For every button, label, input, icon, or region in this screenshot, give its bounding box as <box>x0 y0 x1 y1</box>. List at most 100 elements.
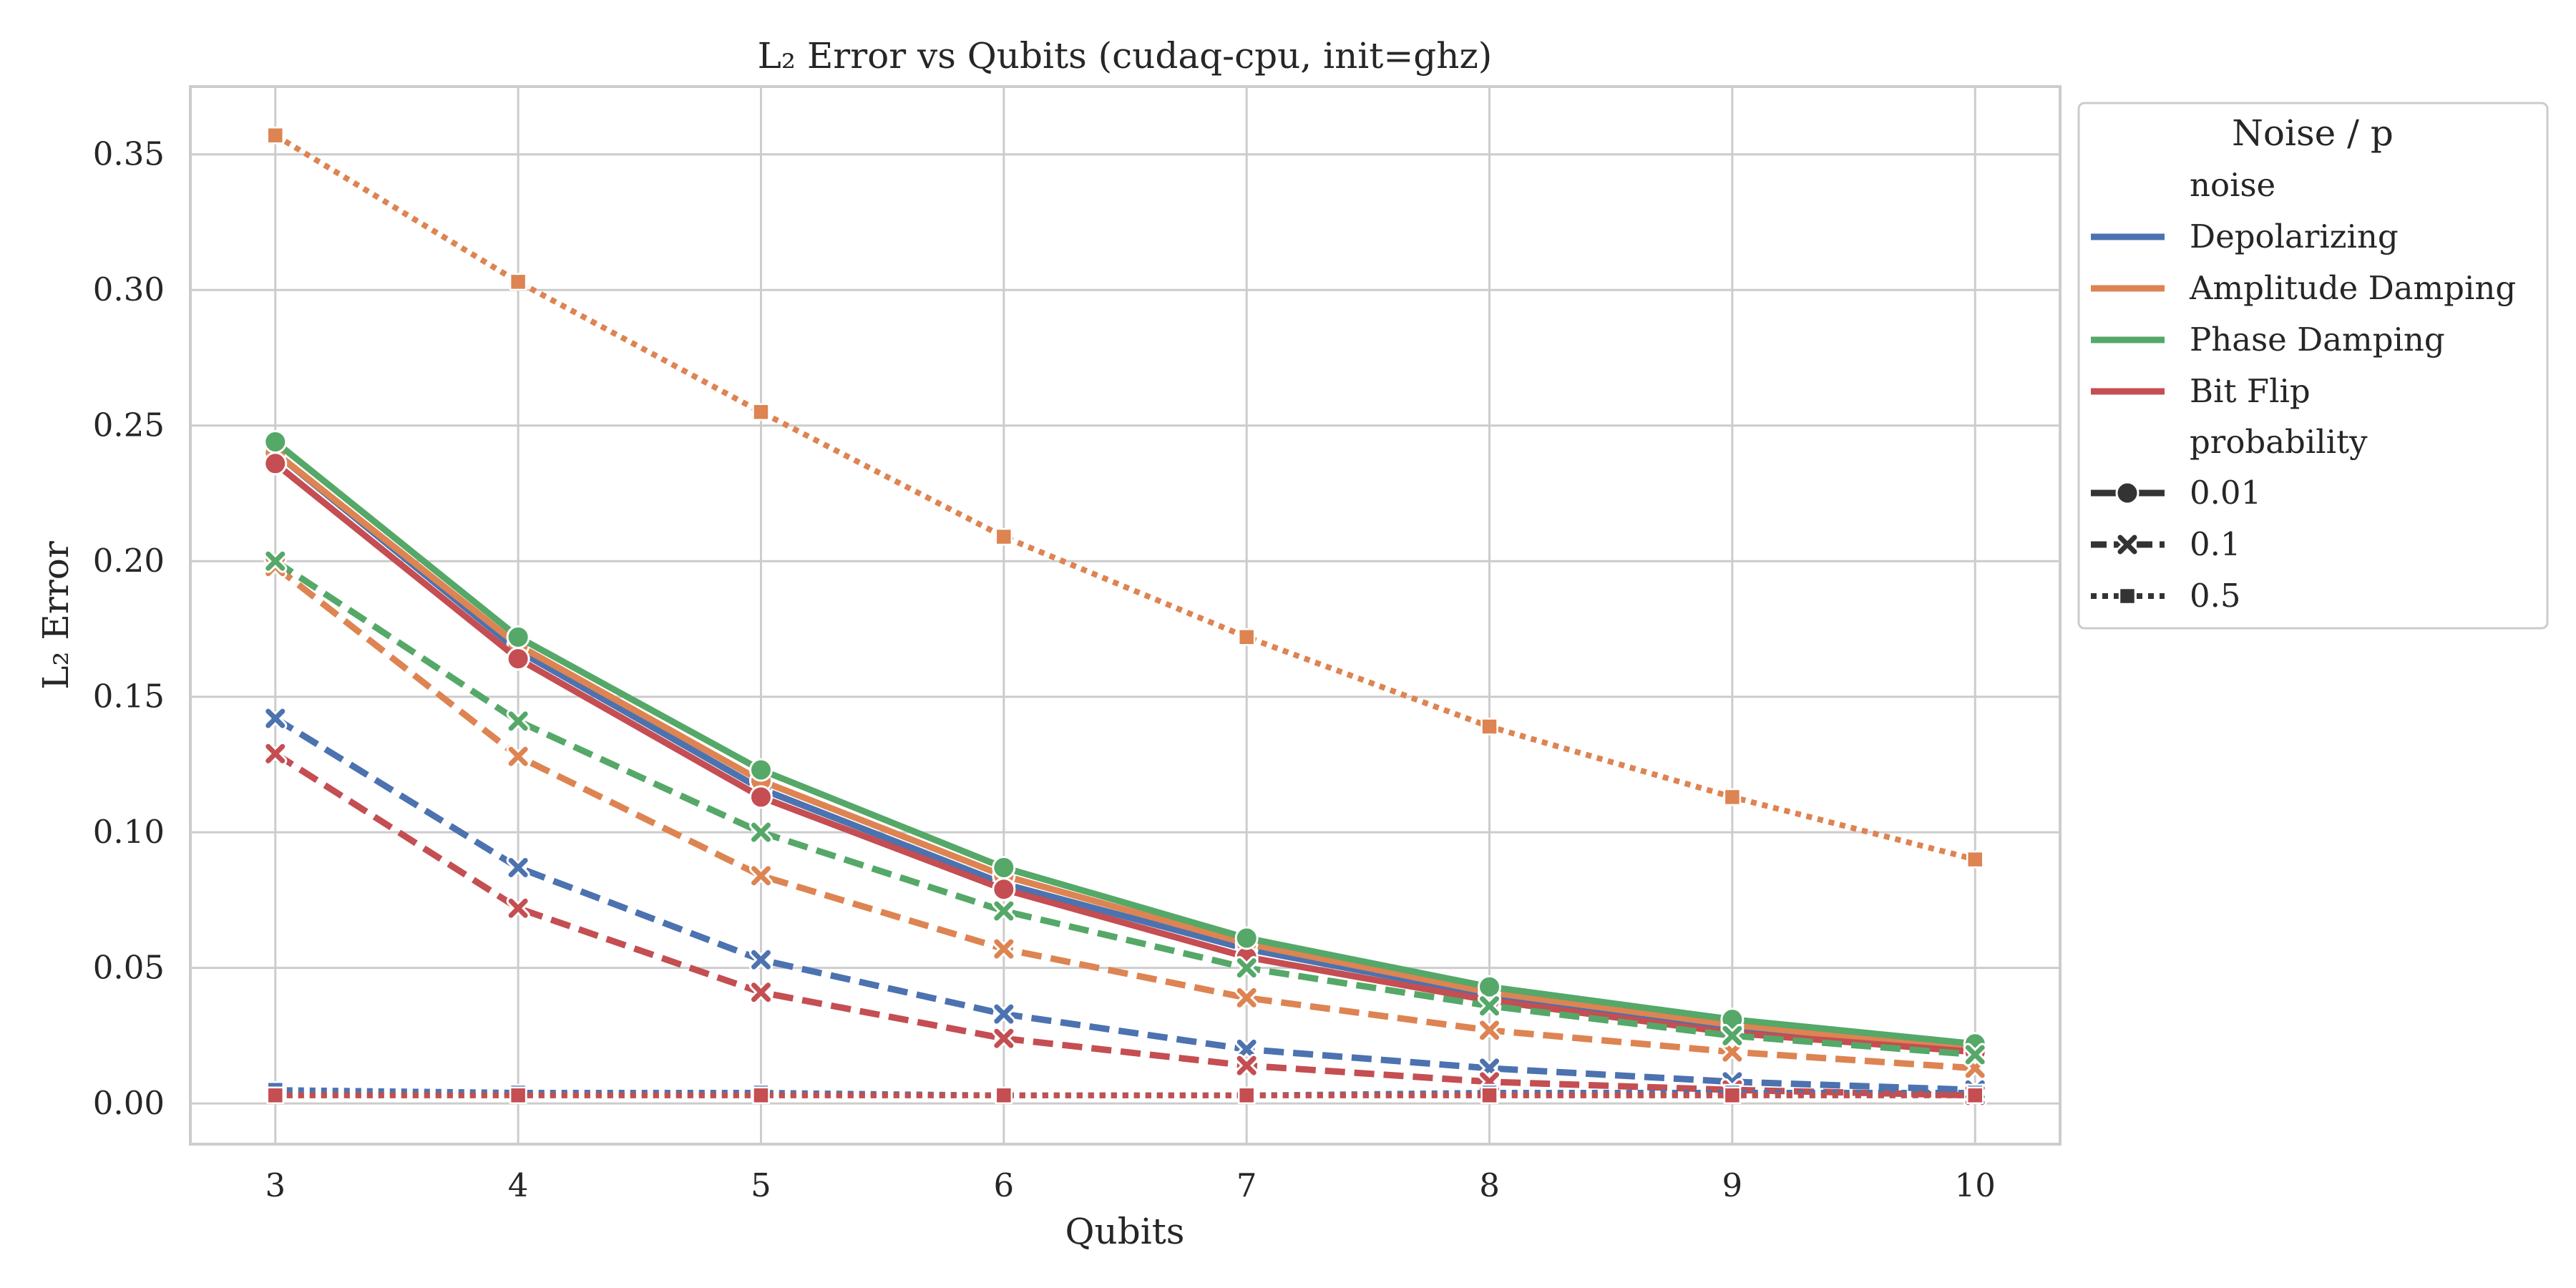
data-point <box>992 1002 1016 1026</box>
data-point <box>1234 985 1259 1010</box>
data-point <box>1720 1040 1745 1064</box>
series-line <box>273 558 1976 1058</box>
data-point <box>1963 1043 1987 1067</box>
data-point <box>992 899 1016 923</box>
x-tick-label: 5 <box>751 1166 771 1204</box>
data-point <box>1480 1086 1498 1105</box>
series-line <box>273 564 1976 1072</box>
data-point <box>506 855 530 879</box>
data-point <box>1723 1086 1742 1105</box>
data-point <box>748 947 773 972</box>
y-tick-label: 0.30 <box>93 270 165 308</box>
data-point <box>992 877 1016 902</box>
data-point <box>992 855 1016 879</box>
x-tick-label: 7 <box>1236 1166 1257 1204</box>
data-point <box>748 864 773 888</box>
series-amplitude-damping-0-5 <box>266 126 1984 869</box>
y-tick-label: 0.10 <box>93 813 165 851</box>
data-point <box>263 549 288 573</box>
data-point <box>509 1086 527 1105</box>
data-point <box>1478 1018 1502 1043</box>
data-point <box>995 1086 1013 1105</box>
data-point <box>506 744 530 769</box>
legend-label: Amplitude Damping <box>2189 269 2516 307</box>
legend: Noise / p noise Depolarizing Amplitude Da… <box>2077 102 2549 630</box>
data-point <box>266 1086 285 1105</box>
data-point <box>1720 1023 1745 1048</box>
series-line <box>273 751 1976 1099</box>
x-tick-label: 4 <box>508 1166 529 1204</box>
series-line <box>273 716 1976 1093</box>
series-line <box>273 132 1976 862</box>
legend-label: 0.5 <box>2190 577 2241 615</box>
x-axis-label: Qubits <box>1065 1211 1185 1252</box>
data-point <box>509 273 527 291</box>
data-point <box>748 785 773 809</box>
legend-label: Depolarizing <box>2190 218 2399 255</box>
legend-label: 0.1 <box>2190 525 2241 563</box>
data-point <box>1237 1086 1256 1105</box>
data-point <box>266 126 285 145</box>
legend-label: Phase Damping <box>2190 321 2445 358</box>
x-tick-label: 8 <box>1479 1166 1500 1204</box>
data-point <box>992 1026 1016 1050</box>
legend-frame <box>2077 102 2549 630</box>
data-point <box>506 896 530 920</box>
legend-marker <box>2115 532 2140 557</box>
y-tick-label: 0.35 <box>93 135 165 173</box>
data-point <box>1478 994 1502 1018</box>
x-tick-label: 10 <box>1955 1166 1996 1204</box>
data-point <box>1480 718 1498 736</box>
legend-label: Bit Flip <box>2190 372 2311 410</box>
y-axis-ticks: 0.00 0.05 0.10 0.15 0.20 0.25 0.30 0.35 <box>93 135 165 1122</box>
data-point <box>1237 628 1256 646</box>
data-point <box>995 527 1013 546</box>
data-point <box>1234 956 1259 980</box>
data-point <box>992 937 1016 961</box>
series-bit-flip-0-5 <box>266 1086 1984 1105</box>
y-tick-label: 0.15 <box>93 678 165 716</box>
series-amplitude-damping-0-1 <box>263 555 1987 1080</box>
x-axis-ticks: 3 4 5 6 7 8 9 10 <box>265 1166 1995 1204</box>
data-point <box>263 706 288 731</box>
data-point <box>1478 975 1502 999</box>
data-point <box>263 741 288 766</box>
data-point <box>752 1086 770 1105</box>
series-layer <box>263 126 1987 1108</box>
series-line <box>273 450 1976 1053</box>
legend-noise-entries: Depolarizing Amplitude Damping Phase Dampi… <box>2091 218 2516 410</box>
data-point <box>1723 788 1742 806</box>
data-point <box>1234 926 1259 950</box>
data-point <box>506 709 530 733</box>
data-point <box>506 625 530 649</box>
data-point <box>748 758 773 782</box>
legend-probability-entries: 0.01 0.1 0.5 <box>2091 474 2261 615</box>
plot-frame <box>189 85 2062 1146</box>
data-point <box>263 452 288 476</box>
data-point <box>1234 1053 1259 1078</box>
chart-title: L₂ Error vs Qubits (cudaq-cpu, init=ghz) <box>758 35 1493 77</box>
data-point <box>748 980 773 1005</box>
legend-marker <box>2115 481 2140 505</box>
y-tick-label: 0.20 <box>93 542 165 580</box>
data-point <box>1234 1037 1259 1061</box>
series-phase-damping-0-01 <box>263 429 1987 1056</box>
y-tick-label: 0.25 <box>93 406 165 444</box>
series-line <box>273 439 1976 1048</box>
data-point <box>748 820 773 844</box>
legend-label: 0.01 <box>2190 474 2261 512</box>
data-point <box>263 429 288 454</box>
x-tick-label: 6 <box>994 1166 1015 1204</box>
data-point <box>752 403 770 421</box>
data-point <box>1966 1086 1984 1105</box>
y-tick-label: 0.05 <box>93 949 165 987</box>
grid <box>190 87 2060 1144</box>
y-tick-label: 0.00 <box>93 1084 165 1122</box>
x-tick-label: 9 <box>1722 1166 1743 1204</box>
data-point <box>1966 850 1984 869</box>
legend-noise-header: noise <box>2190 166 2275 204</box>
legend-probability-header: probability <box>2190 423 2368 461</box>
series-phase-damping-0-1 <box>263 549 1987 1067</box>
data-point <box>506 647 530 671</box>
